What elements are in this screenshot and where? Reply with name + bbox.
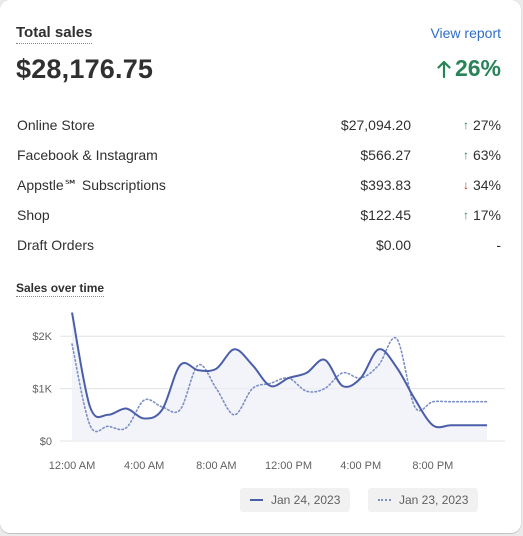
channel-list: Online Store $27,094.20 ↑ 27% Facebook & … [17, 110, 501, 260]
sales-chart[interactable]: $0 $1K $2K 12:00 AM 4:00 AM 8:00 AM 12:00 PM 4:… [0, 300, 521, 480]
y-tick-label: $2K [32, 331, 52, 343]
channel-change-value: 17% [472, 207, 501, 223]
y-tick-label: $1K [32, 384, 52, 396]
channel-row: Appstle℠ Subscriptions $393.83 ↓ 34% [17, 170, 501, 200]
channel-change: ↑ 63% [411, 147, 501, 163]
legend-item-current[interactable]: Jan 24, 2023 [240, 488, 351, 512]
legend-label: Jan 23, 2023 [399, 493, 469, 507]
arrow-up-icon [437, 60, 451, 78]
channel-value: $27,094.20 [340, 117, 411, 133]
channel-change: - [411, 237, 501, 253]
channel-change-value: 34% [472, 177, 501, 193]
view-report-link[interactable]: View report [430, 25, 501, 41]
channel-row: Facebook & Instagram $566.27 ↑ 63% [17, 140, 501, 170]
total-change-badge: 26% [437, 55, 501, 82]
channel-name: Shop [17, 207, 50, 223]
x-tick-label: 4:00 PM [340, 460, 381, 472]
x-tick-label: 12:00 PM [265, 460, 312, 472]
channel-row: Shop $122.45 ↑ 17% [17, 200, 501, 230]
arrow-down-icon: ↓ [462, 178, 469, 192]
channel-change: ↑ 17% [411, 207, 501, 223]
series-line-previous[interactable] [71, 336, 488, 433]
chart-title[interactable]: Sales over time [16, 281, 105, 297]
channel-change-value: 27% [472, 117, 501, 133]
series-line-current[interactable] [71, 312, 487, 429]
channel-row: Online Store $27,094.20 ↑ 27% [17, 110, 501, 140]
channel-change-value: 63% [472, 147, 501, 163]
x-tick-label: 4:00 AM [124, 460, 164, 472]
legend-item-previous[interactable]: Jan 23, 2023 [368, 488, 479, 512]
channel-change-value: - [496, 237, 501, 253]
arrow-up-icon: ↑ [462, 148, 469, 162]
x-tick-label: 8:00 AM [196, 460, 236, 472]
channel-value: $0.00 [375, 237, 411, 253]
channel-value: $393.83 [360, 177, 411, 193]
channel-change: ↓ 34% [411, 177, 501, 193]
legend-label: Jan 24, 2023 [271, 493, 341, 507]
channel-value: $566.27 [360, 147, 411, 163]
total-sales-value: $28,176.75 [16, 54, 154, 84]
channel-name: Appstle℠ Subscriptions [17, 176, 166, 193]
x-tick-label: 12:00 AM [49, 460, 95, 472]
arrow-up-icon: ↑ [462, 118, 469, 132]
channel-name: Draft Orders [17, 237, 95, 253]
channel-value: $122.45 [360, 207, 411, 223]
total-change-value: 26% [454, 55, 501, 81]
solid-line-icon [250, 499, 263, 501]
channel-row: Draft Orders $0.00 - [17, 230, 501, 260]
channel-name: Facebook & Instagram [17, 147, 158, 163]
dotted-line-icon [378, 499, 391, 501]
x-tick-label: 8:00 PM [412, 460, 453, 472]
channel-name: Online Store [17, 117, 95, 133]
card-title[interactable]: Total sales [16, 24, 93, 44]
arrow-up-icon: ↑ [462, 208, 469, 222]
channel-change: ↑ 27% [411, 117, 501, 133]
y-tick-label: $0 [40, 436, 52, 448]
series-area-current [72, 312, 487, 441]
